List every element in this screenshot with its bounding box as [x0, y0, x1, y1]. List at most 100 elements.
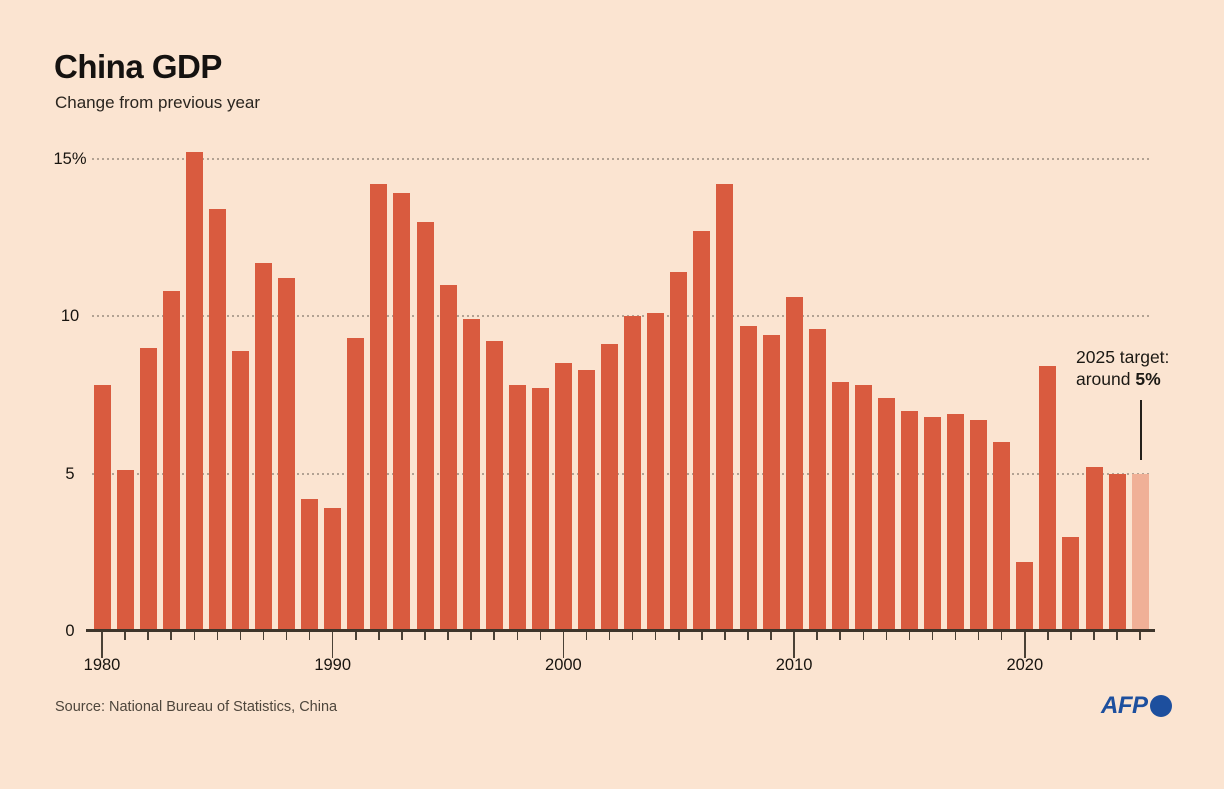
x-tick-2015	[908, 632, 911, 640]
x-tick-1994	[424, 632, 426, 640]
bar-1985	[208, 208, 226, 631]
x-tick-2010	[793, 632, 795, 658]
x-tick-2019	[1000, 632, 1003, 640]
bar-2005	[670, 271, 688, 631]
bar-1986	[231, 350, 249, 631]
target-annotation-bold-value: 5%	[1135, 369, 1161, 389]
bar-2003	[624, 316, 642, 631]
x-tick-2011	[816, 632, 818, 640]
bar-1992	[370, 183, 388, 631]
x-tick-2002	[608, 632, 611, 640]
x-axis-label-2010: 2010	[775, 656, 813, 674]
x-tick-1996	[470, 632, 472, 640]
x-tick-1988	[285, 632, 288, 640]
x-tick-1998	[516, 632, 519, 640]
bar-2008	[739, 325, 757, 631]
x-tick-1984	[193, 632, 196, 640]
target-annotation-line2-prefix: around	[1076, 369, 1136, 389]
bar-2021	[1039, 366, 1057, 631]
x-tick-2004	[654, 632, 657, 640]
bar-1980	[93, 385, 111, 631]
bar-2019	[993, 442, 1011, 631]
bar-2024	[1108, 473, 1126, 631]
x-tick-2008	[747, 632, 749, 640]
gridline-15	[92, 157, 1152, 160]
afp-logo-text: AFP	[1101, 692, 1148, 719]
x-axis-label-1990: 1990	[314, 656, 352, 674]
x-axis-label-1980: 1980	[83, 656, 121, 674]
gridline-10	[92, 315, 1152, 317]
bar-1989	[301, 498, 319, 631]
target-annotation-line1: 2025 target:	[1076, 347, 1170, 367]
x-tick-2005	[678, 632, 680, 640]
x-tick-2018	[977, 632, 980, 640]
x-tick-1981	[124, 632, 126, 640]
x-tick-2020	[1024, 632, 1026, 658]
x-tick-2016	[931, 632, 934, 640]
x-tick-2007	[724, 632, 726, 640]
gridline-5	[92, 472, 1152, 475]
target-annotation: 2025 target: around 5%	[1076, 346, 1196, 390]
x-tick-1990	[331, 632, 334, 658]
annotation-pointer-line	[1140, 400, 1142, 460]
bar-2017	[947, 413, 965, 631]
x-tick-1982	[147, 632, 149, 640]
x-tick-1989	[308, 632, 311, 640]
bar-2013	[854, 385, 872, 631]
bar-2012	[831, 382, 849, 631]
bar-1987	[255, 262, 272, 631]
x-tick-2009	[770, 632, 772, 640]
bar-1981	[116, 470, 134, 631]
chart-title: China GDP	[54, 48, 222, 85]
bar-1988	[278, 278, 296, 631]
bar-2009	[762, 334, 780, 631]
bar-1982	[139, 347, 157, 631]
afp-circle-icon	[1149, 695, 1172, 717]
x-tick-1986	[239, 632, 242, 640]
bar-1996	[462, 319, 480, 631]
y-axis-label-0: 0	[65, 622, 75, 640]
bar-2004	[647, 312, 665, 631]
bar-1995	[439, 284, 457, 631]
bar-1991	[347, 338, 365, 631]
bar-2002	[601, 344, 618, 631]
bar-2016	[924, 416, 941, 631]
bar-1998	[508, 385, 526, 631]
bar-2022	[1062, 536, 1080, 631]
x-axis-label-2020: 2020	[1006, 656, 1044, 674]
x-tick-2003	[631, 632, 634, 640]
bar-2015	[901, 410, 918, 631]
x-tick-1980	[101, 632, 103, 658]
bar-2007	[716, 183, 734, 631]
bar-2000	[554, 363, 572, 632]
bar-1990	[324, 508, 342, 631]
bar-1984	[185, 152, 203, 631]
bar-1993	[393, 193, 411, 631]
x-tick-2000	[562, 632, 565, 658]
bar-2010	[785, 297, 803, 631]
bar-2018	[970, 419, 988, 631]
y-axis-label-10: 10	[60, 307, 80, 325]
bar-2020	[1016, 561, 1034, 631]
x-tick-2012	[839, 632, 841, 640]
x-tick-1995	[447, 632, 449, 640]
x-tick-2006	[701, 632, 703, 640]
x-tick-2024	[1116, 632, 1118, 640]
x-tick-2023	[1093, 632, 1095, 640]
source-text: Source: National Bureau of Statistics, C…	[55, 699, 338, 715]
x-axis-line	[86, 629, 1155, 632]
x-tick-2014	[885, 632, 888, 640]
bar-1994	[416, 221, 434, 631]
x-tick-1987	[262, 632, 265, 640]
x-tick-1985	[216, 632, 219, 640]
bar-2023	[1085, 467, 1103, 631]
bar-1999	[531, 388, 549, 631]
x-tick-2022	[1070, 632, 1072, 640]
x-tick-2001	[585, 632, 588, 640]
x-tick-2025	[1139, 632, 1141, 640]
y-axis-label-15: 15%	[53, 149, 87, 168]
x-axis-label-2000: 2000	[545, 656, 582, 674]
x-tick-2013	[862, 632, 865, 640]
bar-2025	[1131, 473, 1149, 631]
